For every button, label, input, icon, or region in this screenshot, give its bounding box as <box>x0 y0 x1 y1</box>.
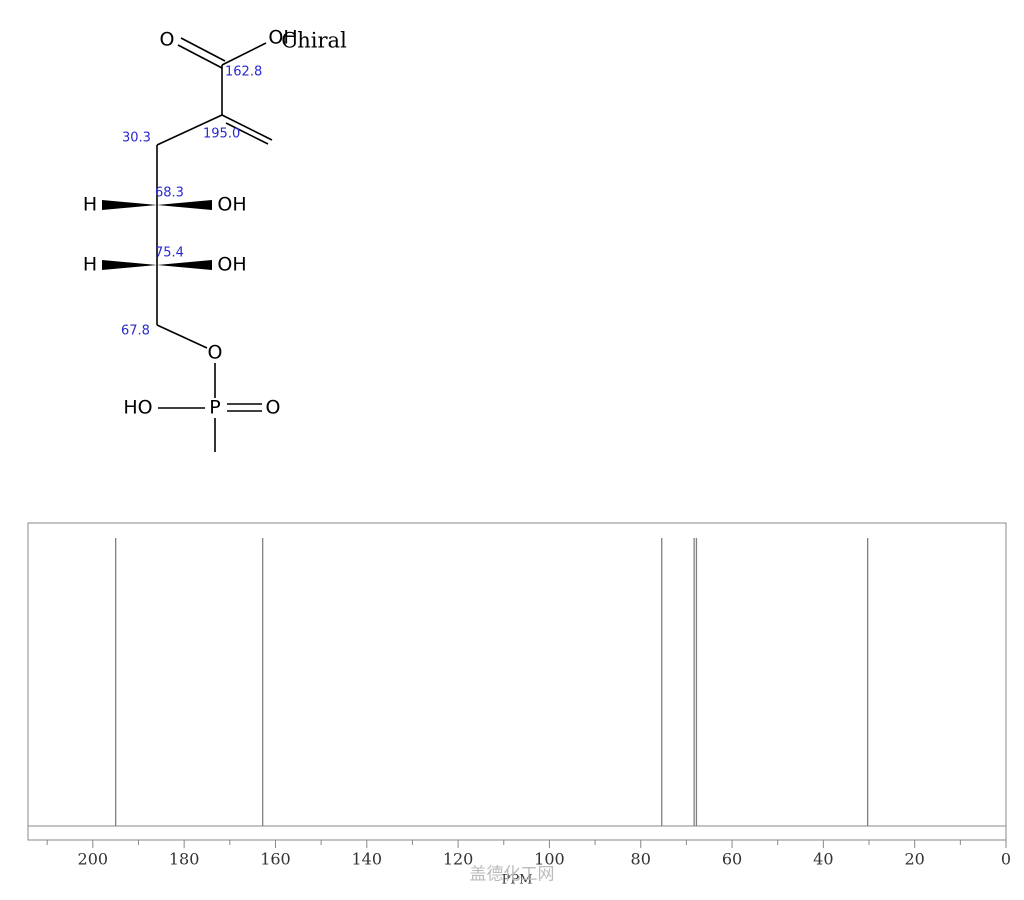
bond <box>177 44 223 69</box>
plot-frame <box>27 522 1007 841</box>
x-tick-label: 100 <box>534 850 565 869</box>
atom: O <box>208 342 223 364</box>
shift-label: 162.8 <box>225 65 262 80</box>
bond <box>156 114 223 146</box>
atom: HO <box>123 397 152 419</box>
atom: H <box>83 254 97 276</box>
bond <box>221 114 273 141</box>
shift-label: 195.0 <box>203 127 240 142</box>
bond <box>156 324 208 349</box>
bond <box>180 37 226 62</box>
wedge <box>157 260 212 270</box>
shift-label: 68.3 <box>155 186 184 201</box>
x-tick-label: 140 <box>352 850 383 869</box>
atom: OH <box>217 194 246 216</box>
watermark: 盖德化工网 <box>470 865 555 885</box>
atom: O <box>266 397 281 419</box>
atom: O <box>160 29 175 51</box>
x-tick-label: 0 <box>1001 850 1011 869</box>
x-tick-label: 180 <box>169 850 200 869</box>
x-tick-label: 60 <box>722 850 742 869</box>
atom: H <box>83 194 97 216</box>
x-tick-label: 40 <box>813 850 833 869</box>
shift-label: 30.3 <box>122 131 151 146</box>
x-tick-label: 120 <box>443 850 474 869</box>
structure: O OH Chiral H OH H OH O HO P O 195.0 162… <box>83 27 347 452</box>
x-tick-label: 160 <box>260 850 291 869</box>
bond <box>225 122 269 145</box>
shift-label: 75.4 <box>155 246 184 261</box>
chiral-label: Chiral <box>281 29 347 53</box>
atom: P <box>209 397 220 419</box>
shift-label: 67.8 <box>121 324 150 339</box>
wedge <box>102 260 157 270</box>
atom: OH <box>268 27 297 49</box>
x-tick-label: 80 <box>631 850 651 869</box>
bond <box>221 42 267 66</box>
x-tick-label: 20 <box>905 850 925 869</box>
x-axis-title: PPM <box>502 873 533 888</box>
atom: OH <box>217 254 246 276</box>
x-tick-label: 200 <box>78 850 109 869</box>
wedge <box>102 200 157 210</box>
wedge <box>157 200 212 210</box>
